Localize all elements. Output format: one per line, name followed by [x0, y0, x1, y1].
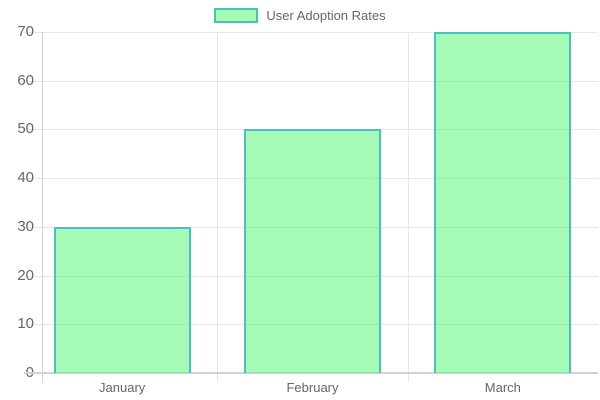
x-tick-label: February: [286, 380, 339, 395]
y-tick-label: 70: [17, 23, 34, 40]
category-gridline: [217, 32, 219, 382]
y-tick-label: 40: [17, 169, 34, 187]
bar-january: [53, 226, 191, 373]
y-axis-line: [42, 32, 43, 383]
category-gridline: [407, 32, 409, 382]
y-gridline: [24, 80, 598, 82]
y-gridline: [24, 32, 598, 33]
y-tick-label: 50: [17, 120, 34, 138]
y-tick-label: 20: [17, 266, 34, 284]
bar-march: [434, 32, 572, 373]
y-tick-label: 60: [17, 71, 34, 89]
y-tick-label: 30: [17, 217, 34, 235]
bar-february: [244, 129, 381, 373]
y-tick-label: 10: [17, 315, 34, 333]
x-tick-label: March: [484, 380, 521, 395]
legend-swatch: [214, 8, 259, 23]
legend-label: User Adoption Rates: [266, 8, 386, 23]
x-tick-label: January: [99, 380, 146, 395]
x-axis-line: [24, 372, 598, 374]
legend[interactable]: User Adoption Rates: [0, 8, 600, 23]
